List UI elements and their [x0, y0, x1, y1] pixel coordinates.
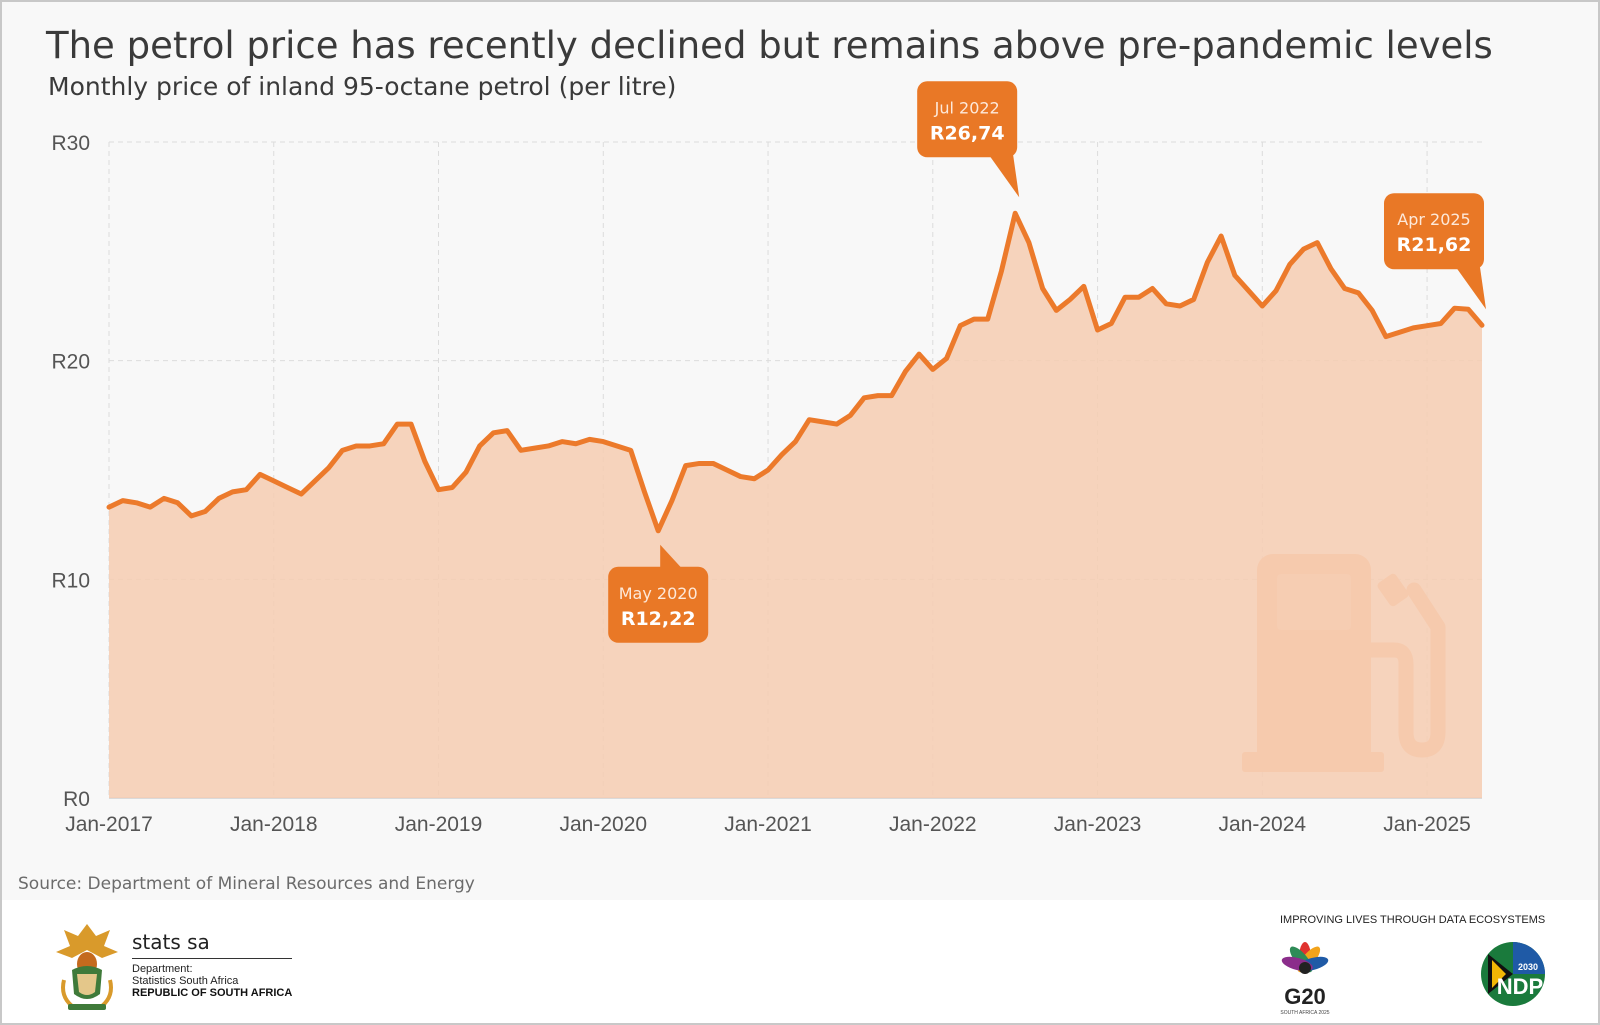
x-tick-label: Jan-2022	[889, 813, 977, 836]
y-tick-label: R20	[51, 351, 90, 374]
footer: stats sa Department: Statistics South Af…	[2, 900, 1598, 1023]
callout-box	[608, 566, 709, 643]
callout-may-2020: May 2020 R12,22	[608, 544, 709, 643]
x-tick-label: Jan-2021	[724, 813, 812, 836]
callout-apr-2025: Apr 2025 R21,62	[1384, 193, 1486, 310]
republic-label: REPUBLIC OF SOUTH AFRICA	[132, 987, 293, 999]
callout-pointer	[1456, 267, 1486, 310]
price-line	[106, 210, 1485, 534]
callout-box	[1384, 193, 1484, 270]
petrol-price-chart: R0 R10 R20 R30 Jan-2017 Jan-2018 Jan-2019 Jan-2…	[51, 81, 1486, 836]
coat-of-arms-icon	[56, 924, 118, 1010]
callout-period: May 2020	[619, 584, 698, 603]
y-tick-label: R10	[51, 569, 90, 592]
y-tick-label: R30	[51, 132, 90, 155]
org-name: stats sa	[132, 930, 210, 954]
y-tick-label: R0	[63, 788, 90, 811]
ndp-text: NDP	[1497, 974, 1543, 999]
x-tick-label: Jan-2024	[1219, 813, 1307, 836]
chart-subtitle: Monthly price of inland 95-octane petrol…	[48, 72, 677, 101]
chart-area: The petrol price has recently declined b…	[2, 2, 1598, 900]
department-name: Statistics South Africa	[132, 975, 239, 987]
callout-period: Jul 2022	[934, 98, 1000, 117]
department-label: Department:	[132, 963, 193, 975]
x-tick-label: Jan-2018	[230, 813, 318, 836]
callout-value: R21,62	[1397, 234, 1472, 256]
x-tick-label: Jan-2025	[1383, 813, 1471, 836]
callout-pointer	[989, 155, 1020, 198]
x-tick-label: Jan-2017	[65, 813, 153, 836]
callout-period: Apr 2025	[1397, 210, 1470, 229]
org-divider	[132, 958, 292, 959]
price-area-fill	[109, 213, 1482, 799]
g20-flower-icon	[1281, 942, 1329, 974]
x-tick-label: Jan-2023	[1054, 813, 1142, 836]
source-note: Source: Department of Mineral Resources …	[18, 874, 475, 894]
ndp-year: 2030	[1518, 962, 1538, 972]
chart-title: The petrol price has recently declined b…	[46, 24, 1493, 67]
ndp-logo: 2030 NDP	[1481, 942, 1545, 1006]
x-tick-label: Jan-2020	[559, 813, 647, 836]
callout-value: R26,74	[930, 122, 1005, 144]
g20-logo: G20 SOUTH AFRICA 2025	[1280, 942, 1330, 1016]
callout-jul-2022: Jul 2022 R26,74	[917, 81, 1020, 198]
callout-box	[917, 81, 1018, 158]
x-tick-label: Jan-2019	[395, 813, 483, 836]
callout-pointer	[660, 544, 683, 569]
g20-text: G20	[1284, 984, 1326, 1009]
tagline: IMPROVING LIVES THROUGH DATA ECOSYSTEMS	[1280, 914, 1546, 926]
g20-subtext: SOUTH AFRICA 2025	[1280, 1010, 1329, 1016]
callout-value: R12,22	[621, 608, 696, 630]
